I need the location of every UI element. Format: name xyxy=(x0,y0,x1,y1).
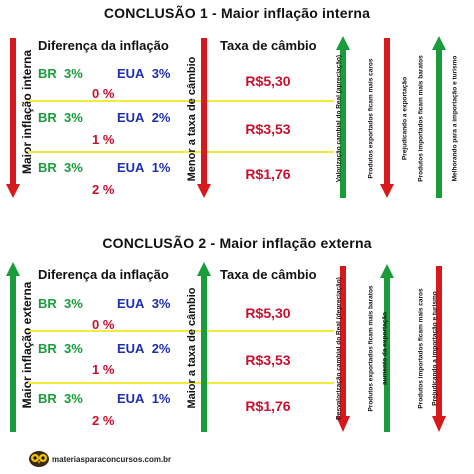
br-label: BR xyxy=(38,66,57,81)
panel2-left-vertical-label: Maior inflação externa xyxy=(20,281,34,409)
panel1-row3: BR 3% xyxy=(38,160,83,175)
us-label: EUA xyxy=(117,296,145,311)
panel1-row2-us: EUA 2% xyxy=(117,110,170,125)
us-label: EUA xyxy=(117,110,145,125)
panel1-green-up-arrow-1 xyxy=(336,36,350,198)
br-label: BR xyxy=(38,296,57,311)
panel1-side-label-5: Melhorando para a importação e turismo xyxy=(451,55,459,182)
panel2-side-label-4: Produtos importados ficam mais caros xyxy=(417,288,425,409)
us-value: 1% xyxy=(151,160,171,175)
us-value: 3% xyxy=(151,296,171,311)
panel2-row1-us: EUA 3% xyxy=(117,296,170,311)
us-label: EUA xyxy=(117,391,145,406)
panel2-side-label-3: aumento da exportação xyxy=(381,312,389,385)
panel2-rate-1: R$5,30 xyxy=(245,305,291,321)
br-value: 3% xyxy=(64,341,83,356)
panel1-side-label-1: Valorização cambial do Real (apreciação) xyxy=(335,54,343,183)
panel1-left-down-arrow xyxy=(6,38,20,198)
panel2-middle-vertical-label: Maior a taxa de câmbio xyxy=(186,287,198,409)
panel2-diff-header: Diferença da inflação xyxy=(38,267,169,282)
panel2-title: CONCLUSÃO 2 - Maior inflação externa xyxy=(102,235,372,251)
panel1-left-vertical-label: Maior inflação interna xyxy=(20,49,34,175)
panel2-red-down-arrow-2 xyxy=(432,266,446,432)
br-value: 3% xyxy=(64,66,83,81)
panel1-row1-us: EUA 3% xyxy=(117,66,170,81)
panel1-row3-diff: 2 % xyxy=(92,182,115,197)
panel2-divider-2 xyxy=(28,382,334,384)
br-value: 3% xyxy=(64,110,83,125)
br-value: 3% xyxy=(64,391,83,406)
panel1-middle-down-arrow xyxy=(197,38,211,198)
panel1-side-label-4: Produtos importados ficam mais baratos xyxy=(417,55,425,182)
panel1-row1: BR 3% xyxy=(38,66,83,81)
panel2-red-down-arrow-1 xyxy=(336,266,350,432)
br-label: BR xyxy=(38,341,57,356)
panel1-row2-diff: 1 % xyxy=(92,132,115,147)
panel1-divider-2 xyxy=(28,151,334,153)
panel2-row3-us: EUA 1% xyxy=(117,391,170,406)
panel1-title: CONCLUSÃO 1 - Maior inflação interna xyxy=(103,5,371,21)
panel2-row3-diff: 2 % xyxy=(92,413,115,428)
panel1-side-label-3: Prejudicando a exportação xyxy=(401,76,409,161)
panel1-rate-1: R$5,30 xyxy=(245,73,291,89)
panel2-green-up-arrow xyxy=(380,264,394,432)
panel2-row2: BR 3% xyxy=(38,341,83,356)
panel1-green-up-arrow-2 xyxy=(432,36,446,198)
panel2-row1-diff: 0 % xyxy=(92,317,115,332)
panel2-rate-2: R$3,53 xyxy=(245,352,291,368)
us-label: EUA xyxy=(117,341,145,356)
us-value: 3% xyxy=(151,66,171,81)
panel1-row2: BR 3% xyxy=(38,110,83,125)
br-label: BR xyxy=(38,391,57,406)
panel2-row3: BR 3% xyxy=(38,391,83,406)
panel2-row2-diff: 1 % xyxy=(92,362,115,377)
panel1-red-down-arrow xyxy=(380,38,394,198)
panel1-divider-1 xyxy=(28,100,334,102)
footer-site: materiasparaconcursos.com.br xyxy=(52,455,172,464)
br-value: 3% xyxy=(64,296,83,311)
panel2-rate-3: R$1,76 xyxy=(245,398,291,414)
us-value: 2% xyxy=(151,110,171,125)
panel1-rate-3: R$1,76 xyxy=(245,166,291,182)
panel2-row2-us: EUA 2% xyxy=(117,341,170,356)
panel2-left-up-arrow xyxy=(6,262,20,432)
panel1-rate-2: R$3,53 xyxy=(245,121,291,137)
us-value: 2% xyxy=(151,341,171,356)
br-label: BR xyxy=(38,160,57,175)
panel1-row1-diff: 0 % xyxy=(92,86,115,101)
panel2-divider-1 xyxy=(28,330,334,332)
panel1-rate-header: Taxa de câmbio xyxy=(220,38,317,53)
br-value: 3% xyxy=(64,160,83,175)
br-label: BR xyxy=(38,110,57,125)
panel2-side-label-2: Produtos exportados ficam mais baratos xyxy=(367,285,375,412)
us-label: EUA xyxy=(117,66,145,81)
panel2-side-label-1: Desvalorização cambial do Real (deprecia… xyxy=(335,277,343,420)
panel2-side-label-5: Prejudicando a importação e turismo xyxy=(431,291,439,406)
panel1-middle-vertical-label: Menor a taxa de câmbio xyxy=(186,56,198,182)
panel2-row1: BR 3% xyxy=(38,296,83,311)
panel1-side-label-2: Produtos exportados ficam mais caros xyxy=(367,58,375,179)
us-label: EUA xyxy=(117,160,145,175)
panel2-middle-up-arrow xyxy=(197,262,211,432)
panel1-diff-header: Diferença da inflação xyxy=(38,38,169,53)
us-value: 1% xyxy=(151,391,171,406)
panel2-rate-header: Taxa de câmbio xyxy=(220,267,317,282)
owl-icon xyxy=(29,451,49,467)
panel1-row3-us: EUA 1% xyxy=(117,160,170,175)
